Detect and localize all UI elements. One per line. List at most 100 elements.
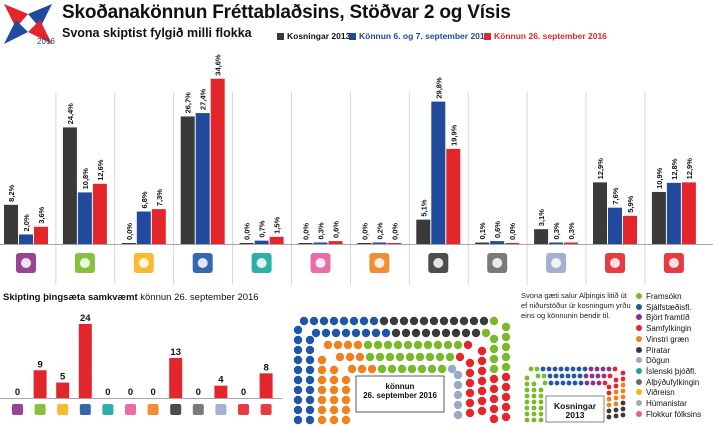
party-list-item: Dögun [636, 356, 701, 367]
party-list-label: Sjálfstæðisfl. [646, 302, 692, 312]
seat-dot-2013 [584, 380, 590, 386]
seat-dot-2013 [538, 393, 544, 399]
seat-dot-2013 [606, 384, 612, 390]
seat-dot-2013 [531, 405, 537, 411]
party-logo-icon [74, 253, 95, 273]
seats-title-bold: Skipting þingsæta samkvæmt [3, 292, 138, 303]
seat-dot-2013 [620, 412, 626, 418]
seat-dot [425, 352, 435, 362]
seat-dot [353, 340, 363, 350]
bar [328, 241, 343, 244]
seat-dot [341, 395, 351, 405]
data-label: 0,0% [243, 223, 252, 240]
seat-dot-2013 [524, 387, 530, 393]
party-list-item: Viðreisn [636, 388, 701, 399]
seat-dot-2013 [541, 373, 547, 379]
party-color-dot [636, 314, 642, 321]
bar [357, 243, 372, 244]
seat-label: 0 [196, 387, 201, 398]
seat-dot [481, 328, 491, 338]
party-logo-small-icon [12, 404, 23, 415]
seat-dot-2013 [613, 377, 619, 383]
seat-dot-2013 [564, 366, 570, 372]
party-list-label: Húmanistar [646, 399, 687, 409]
party-color-list: Framsókn Sjálfstæðisfl. Björt framtíð Samfy… [636, 292, 701, 420]
bar [505, 243, 520, 244]
seat-label: 0 [128, 387, 133, 398]
data-label: 29,8% [434, 77, 443, 99]
party-color-dot [636, 400, 642, 407]
seat-dot-2013 [546, 366, 552, 372]
seat-dot-2013 [570, 366, 576, 372]
seat-dot [323, 340, 333, 350]
seat-dot-2013 [535, 373, 541, 379]
seat-dot [383, 340, 393, 350]
bar [269, 236, 284, 244]
party-logo-small-icon [79, 404, 91, 415]
seat-dot [305, 365, 315, 375]
seat-dot [401, 328, 411, 338]
seat-dot [395, 352, 405, 362]
party-logo-icon [428, 253, 449, 273]
seat-dot [435, 352, 445, 362]
party-logo-icon [310, 253, 331, 273]
seat-dot [299, 316, 309, 326]
seat-dot-2013 [542, 380, 548, 386]
legend-swatch [277, 33, 284, 40]
party-list-label: Samfylkingin [646, 324, 692, 334]
seat-dot [477, 386, 487, 396]
center-label-line2: 26. september 2016 [363, 391, 437, 400]
seat-dot [341, 375, 351, 385]
seat-dot [443, 340, 453, 350]
seat-dot [417, 364, 427, 374]
seat-dot [501, 412, 511, 422]
seat-dot-2013 [576, 366, 582, 372]
legend-item-poll2: Könnun 26. september 2016 [484, 31, 607, 41]
bar [121, 243, 136, 244]
data-label: 6,8% [140, 191, 149, 208]
data-label: 3,6% [37, 206, 46, 223]
seat-dot-2013 [554, 380, 560, 386]
party-logo-icon [605, 253, 625, 273]
seat-dot [371, 328, 381, 338]
party-list-label: Píratar [646, 345, 671, 355]
seat-dot [461, 328, 471, 338]
seat-dot-2013 [571, 373, 577, 379]
seat-dot [339, 316, 349, 326]
party-color-dot [636, 357, 642, 364]
seat-dot [347, 364, 357, 374]
data-label: 24,4% [66, 103, 75, 125]
seat-dot-2013 [531, 387, 537, 393]
seat-dot-2013 [531, 393, 537, 399]
seat-dot [453, 380, 463, 390]
seat-dot [501, 362, 511, 372]
seat-dot [489, 414, 499, 424]
seat-dot-2013 [620, 376, 626, 382]
bar [151, 209, 166, 244]
vote-share-chart: 8,2% 2,0% 3,6% 24,4% 10,8% 12,6% 0,0% 6,8% 7,3% 2… [0, 54, 713, 285]
seat-dot [501, 322, 511, 332]
seat-bar [214, 385, 228, 398]
seat-dot [329, 395, 339, 405]
party-color-dot [636, 346, 642, 353]
seat-dot [305, 405, 315, 415]
party-list-item: Framsókn [636, 292, 701, 303]
seat-dot [453, 340, 463, 350]
bar [666, 182, 681, 244]
seat-dot [317, 405, 327, 415]
seat-dot [453, 390, 463, 400]
seat-dot [433, 340, 443, 350]
bar [431, 101, 446, 244]
seat-dot [429, 316, 439, 326]
seat-dot [345, 352, 355, 362]
seat-dot [469, 316, 479, 326]
seat-dot [305, 375, 315, 385]
seat-dot [489, 404, 499, 414]
seat-dot-2013 [613, 413, 619, 419]
party-color-dot [636, 378, 642, 385]
seat-dot [377, 364, 387, 374]
data-label: 27,4% [199, 88, 208, 110]
seat-dot [465, 388, 475, 398]
party-logo-icon [663, 253, 684, 273]
party-color-dot [636, 303, 642, 310]
